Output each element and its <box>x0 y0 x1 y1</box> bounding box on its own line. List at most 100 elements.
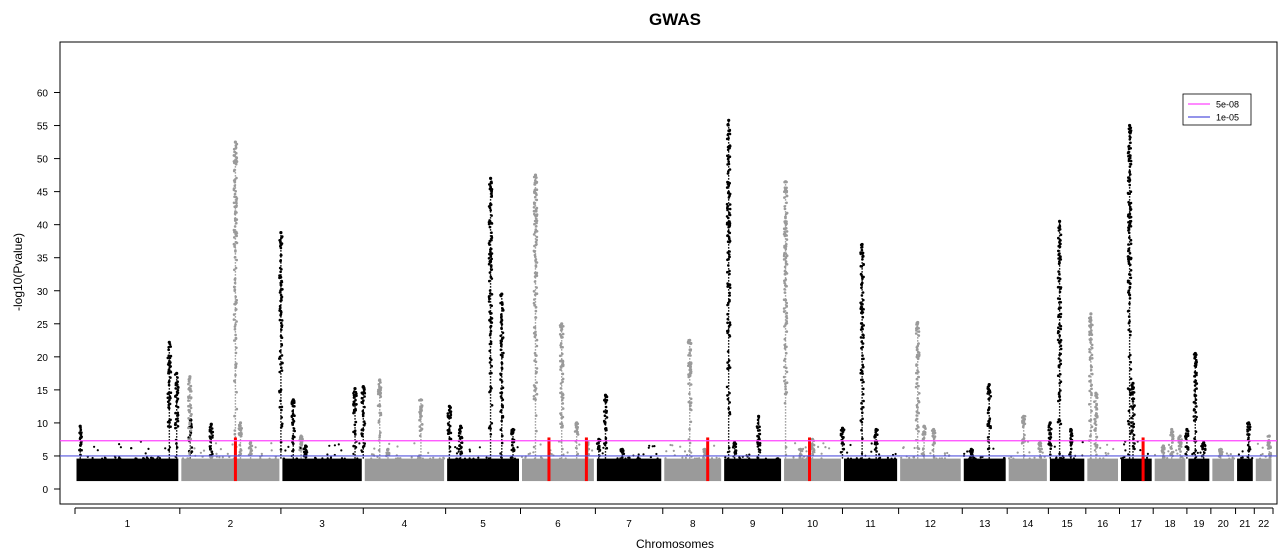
snp-point <box>363 422 367 425</box>
snp-point <box>1093 449 1096 452</box>
snp-point <box>559 344 562 347</box>
baseline-band <box>1188 458 1210 482</box>
peak-top-point <box>575 421 579 425</box>
snp-point <box>487 300 491 303</box>
snp-point <box>114 456 117 459</box>
snp-point <box>785 320 788 323</box>
snp-point <box>758 448 762 452</box>
x-tick-label: 16 <box>1097 519 1109 530</box>
x-tick-label: 13 <box>979 519 991 530</box>
peak-top-point <box>757 414 761 418</box>
snp-point <box>783 347 787 350</box>
peak-top-point <box>459 424 463 428</box>
chromosome-22-points <box>1255 434 1273 482</box>
snp-point <box>726 270 729 274</box>
snp-point <box>792 456 795 459</box>
snp-point <box>785 194 789 198</box>
snp-point <box>1059 286 1063 289</box>
snp-point <box>915 327 918 330</box>
snp-point <box>352 430 355 434</box>
peak-top-point <box>249 441 253 445</box>
snp-point <box>782 258 786 261</box>
peak-top-point <box>932 427 936 432</box>
snp-point <box>487 262 491 266</box>
snp-point <box>270 442 273 445</box>
snp-point <box>500 404 504 407</box>
snp-point <box>149 456 153 459</box>
x-tick-label: 2 <box>228 519 234 530</box>
snp-point <box>146 457 149 460</box>
snp-point <box>166 392 170 396</box>
snp-point <box>468 448 471 451</box>
snp-point <box>247 446 251 450</box>
chromosome-8-points <box>664 338 722 482</box>
snp-point <box>1072 457 1075 460</box>
y-tick-label: 0 <box>42 485 48 496</box>
chromosome-11-points <box>839 242 898 482</box>
snp-point <box>731 446 735 449</box>
snp-point <box>1081 441 1084 444</box>
snp-point <box>764 457 768 460</box>
snp-point <box>490 422 494 425</box>
chromosome-20-points <box>1212 447 1236 482</box>
snp-point <box>314 457 317 460</box>
snp-point <box>1129 173 1132 176</box>
snp-point <box>1130 388 1133 391</box>
peak-top-point <box>1161 444 1165 448</box>
snp-point <box>352 411 355 415</box>
baseline-band <box>664 458 722 482</box>
snp-point <box>175 446 179 449</box>
snp-point <box>477 456 480 459</box>
snp-point <box>695 457 699 460</box>
snp-point <box>1177 441 1181 444</box>
snp-point <box>562 453 565 456</box>
snp-point <box>839 451 843 454</box>
snp-point <box>93 445 96 448</box>
snp-point <box>558 354 562 358</box>
snp-point <box>215 452 218 455</box>
snp-point <box>376 392 380 396</box>
x-tick-label: 6 <box>555 519 561 530</box>
snp-point <box>1124 449 1127 452</box>
snp-point <box>305 451 309 454</box>
snp-point <box>1139 449 1142 452</box>
snp-point <box>490 252 494 255</box>
chromosome-13-points <box>962 383 1006 482</box>
snp-point <box>862 324 865 327</box>
snp-point <box>908 456 911 460</box>
chromosome-3-points <box>278 231 367 482</box>
snp-point <box>117 457 121 460</box>
snp-point <box>1059 338 1063 342</box>
baseline-band <box>282 458 362 482</box>
snp-point <box>421 423 424 426</box>
snp-point <box>784 284 787 287</box>
snp-point <box>363 442 367 445</box>
snp-point <box>535 392 539 396</box>
snp-point <box>510 457 513 460</box>
baseline-band <box>596 458 662 482</box>
snp-point <box>427 451 430 454</box>
snp-point <box>1241 450 1244 453</box>
snp-point <box>278 274 281 277</box>
x-tick-label: 19 <box>1193 519 1205 530</box>
snp-point <box>1088 403 1091 406</box>
snp-point <box>1096 415 1099 418</box>
snp-point <box>96 449 99 452</box>
snp-point <box>1028 451 1031 454</box>
snp-point <box>524 456 527 459</box>
snp-point <box>1166 457 1169 460</box>
snp-point <box>156 457 159 460</box>
chromosome-17-points <box>1120 123 1152 482</box>
snp-point <box>377 449 381 452</box>
snp-point <box>502 351 505 355</box>
snp-point <box>915 371 918 375</box>
snp-point <box>1130 421 1133 424</box>
snp-point <box>1008 457 1011 460</box>
snp-point <box>378 434 382 437</box>
snp-point <box>1056 285 1060 289</box>
snp-point <box>281 235 284 238</box>
snp-point <box>890 457 893 460</box>
snp-point <box>532 290 536 293</box>
snp-point <box>104 457 107 460</box>
snp-point <box>1129 238 1133 242</box>
